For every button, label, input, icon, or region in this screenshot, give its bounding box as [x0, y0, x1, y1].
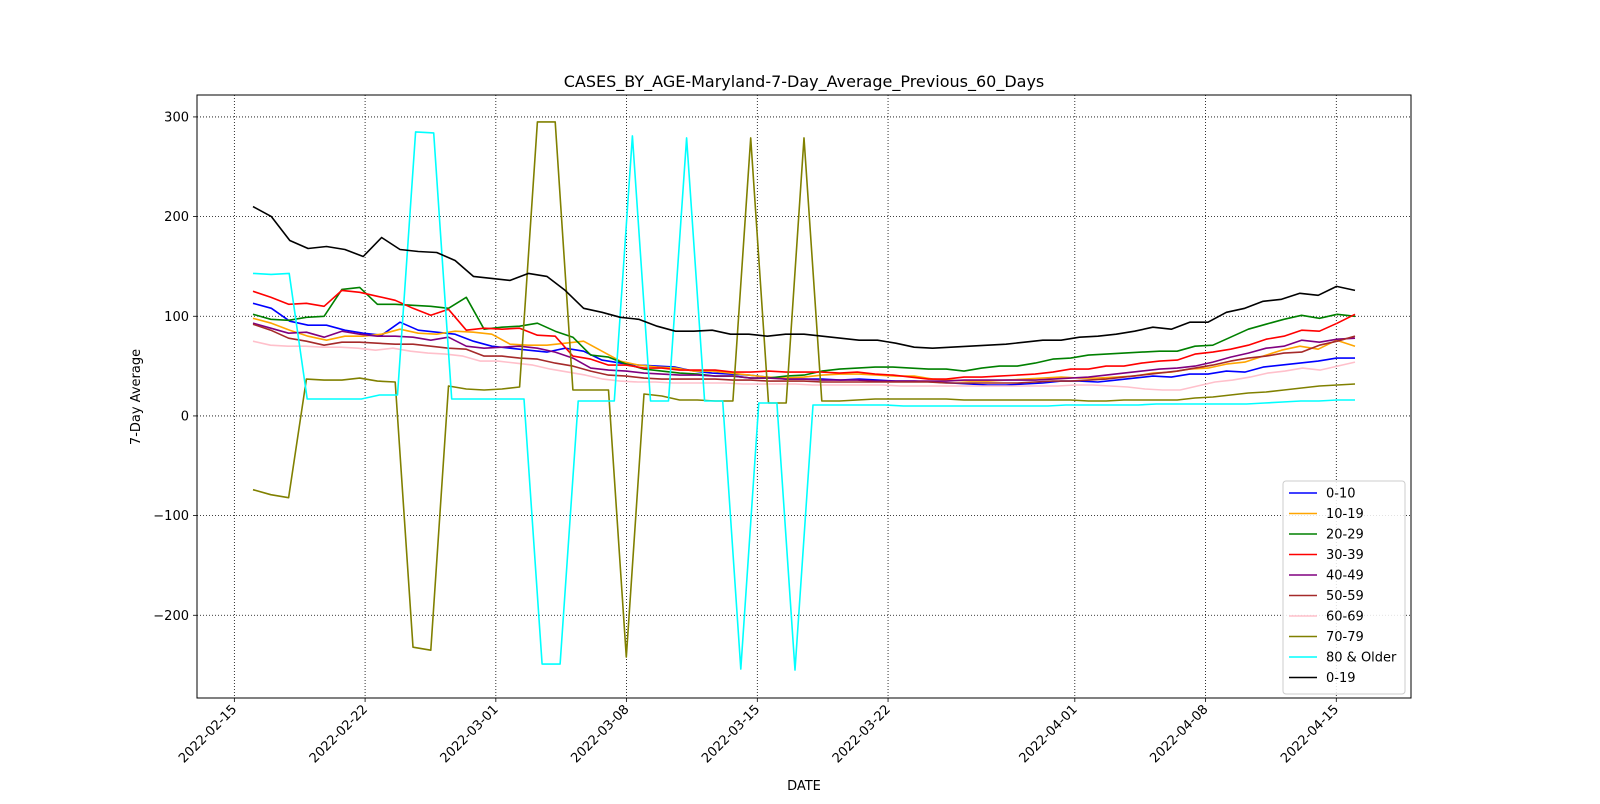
legend-label: 0-19 — [1326, 671, 1356, 686]
series-line-8 — [252, 131, 1355, 671]
series-line-5 — [252, 323, 1356, 384]
legend-label: 0-10 — [1326, 487, 1356, 502]
x-axis-label: DATE — [787, 779, 821, 794]
legend-label: 40-49 — [1326, 569, 1364, 584]
y-tick-label: −100 — [153, 509, 189, 524]
legend-label: 70-79 — [1326, 630, 1364, 645]
legend-label: 80 & Older — [1326, 651, 1397, 666]
series-line-4 — [252, 322, 1356, 382]
legend: 0-10 10-19 20-29 30-39 40-49 50-59 60-69 70-79 8… — [1282, 480, 1406, 695]
y-axis-label: 7-Day Average — [129, 349, 144, 445]
series-line-9 — [252, 205, 1356, 350]
plot-area-frame — [196, 94, 1412, 699]
legend-label: 50-59 — [1326, 589, 1364, 604]
legend-label: 10-19 — [1326, 507, 1364, 522]
y-tick-label: 200 — [164, 210, 189, 225]
y-tick-label: −200 — [153, 609, 189, 624]
legend-label: 20-29 — [1326, 528, 1364, 543]
series-line-2 — [252, 286, 1356, 379]
y-tick-label: 300 — [164, 110, 189, 125]
grid-lines — [197, 95, 1411, 698]
series-line-7 — [252, 121, 1356, 658]
y-tick-label: 100 — [164, 310, 189, 325]
series-line-6 — [252, 340, 1356, 391]
series-line-3 — [252, 289, 1356, 380]
legend-label: 60-69 — [1326, 610, 1364, 625]
y-tick-label: 0 — [181, 409, 189, 424]
chart-title: CASES_BY_AGE-Maryland-7-Day_Average_Prev… — [564, 72, 1045, 92]
legend-label: 30-39 — [1326, 548, 1364, 563]
series-lines — [252, 121, 1356, 671]
